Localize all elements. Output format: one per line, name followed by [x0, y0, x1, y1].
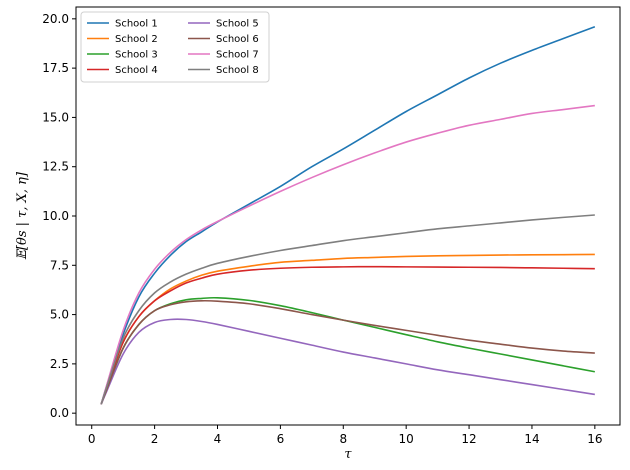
- legend-box: [80, 11, 270, 83]
- legend-label-2: School 2: [115, 34, 158, 45]
- y-tick-label: 2.5: [50, 357, 69, 371]
- y-tick-label: 20.0: [42, 12, 69, 26]
- y-tick-label: 10.0: [42, 209, 69, 223]
- series-line-3: [100, 296, 595, 405]
- x-tick-label: 2: [151, 432, 159, 446]
- x-tick-label: 0: [88, 432, 96, 446]
- series-line-8: [100, 214, 595, 405]
- series-line-1: [100, 25, 596, 405]
- x-tick-label: 6: [277, 432, 285, 446]
- x-tick-label: 14: [524, 432, 539, 446]
- y-tick-label: 5.0: [50, 308, 69, 322]
- x-tick-label: 8: [339, 432, 347, 446]
- legend-label-1: School 1: [115, 19, 158, 30]
- y-tick-label: 12.5: [42, 160, 69, 174]
- series-line-6: [100, 299, 595, 405]
- series-line-4: [100, 265, 595, 405]
- legend-label-7: School 7: [216, 50, 259, 61]
- x-axis: 0 2 4 6 8 10 12 14 16: [88, 425, 602, 446]
- y-axis: 0.0 2.5 5.0 7.5 10.0 12.5 15.0 17.5 20.0: [42, 12, 76, 420]
- legend-label-8: School 8: [216, 65, 259, 76]
- x-tick-label: 4: [214, 432, 222, 446]
- legend-label-4: School 4: [115, 65, 158, 76]
- y-axis-label: 𝔼[θs | τ, X, η]: [15, 171, 30, 260]
- x-tick-label: 12: [461, 432, 476, 446]
- series-layer: [100, 25, 596, 405]
- series-line-7: [100, 104, 595, 405]
- x-tick-label: 16: [587, 432, 602, 446]
- y-tick-label: 17.5: [42, 61, 69, 75]
- x-tick-label: 10: [399, 432, 414, 446]
- y-tick-label: 15.0: [42, 110, 69, 124]
- y-tick-label: 0.0: [50, 406, 69, 420]
- legend-label-6: School 6: [216, 34, 259, 45]
- y-tick-label: 7.5: [50, 258, 69, 272]
- series-line-2: [100, 253, 595, 405]
- legend: School 1 School 2 School 3 School 4 School 5…: [80, 11, 270, 83]
- legend-label-3: School 3: [115, 50, 158, 61]
- series-line-5: [100, 318, 595, 405]
- legend-label-5: School 5: [216, 19, 259, 30]
- x-axis-label: τ: [344, 447, 352, 462]
